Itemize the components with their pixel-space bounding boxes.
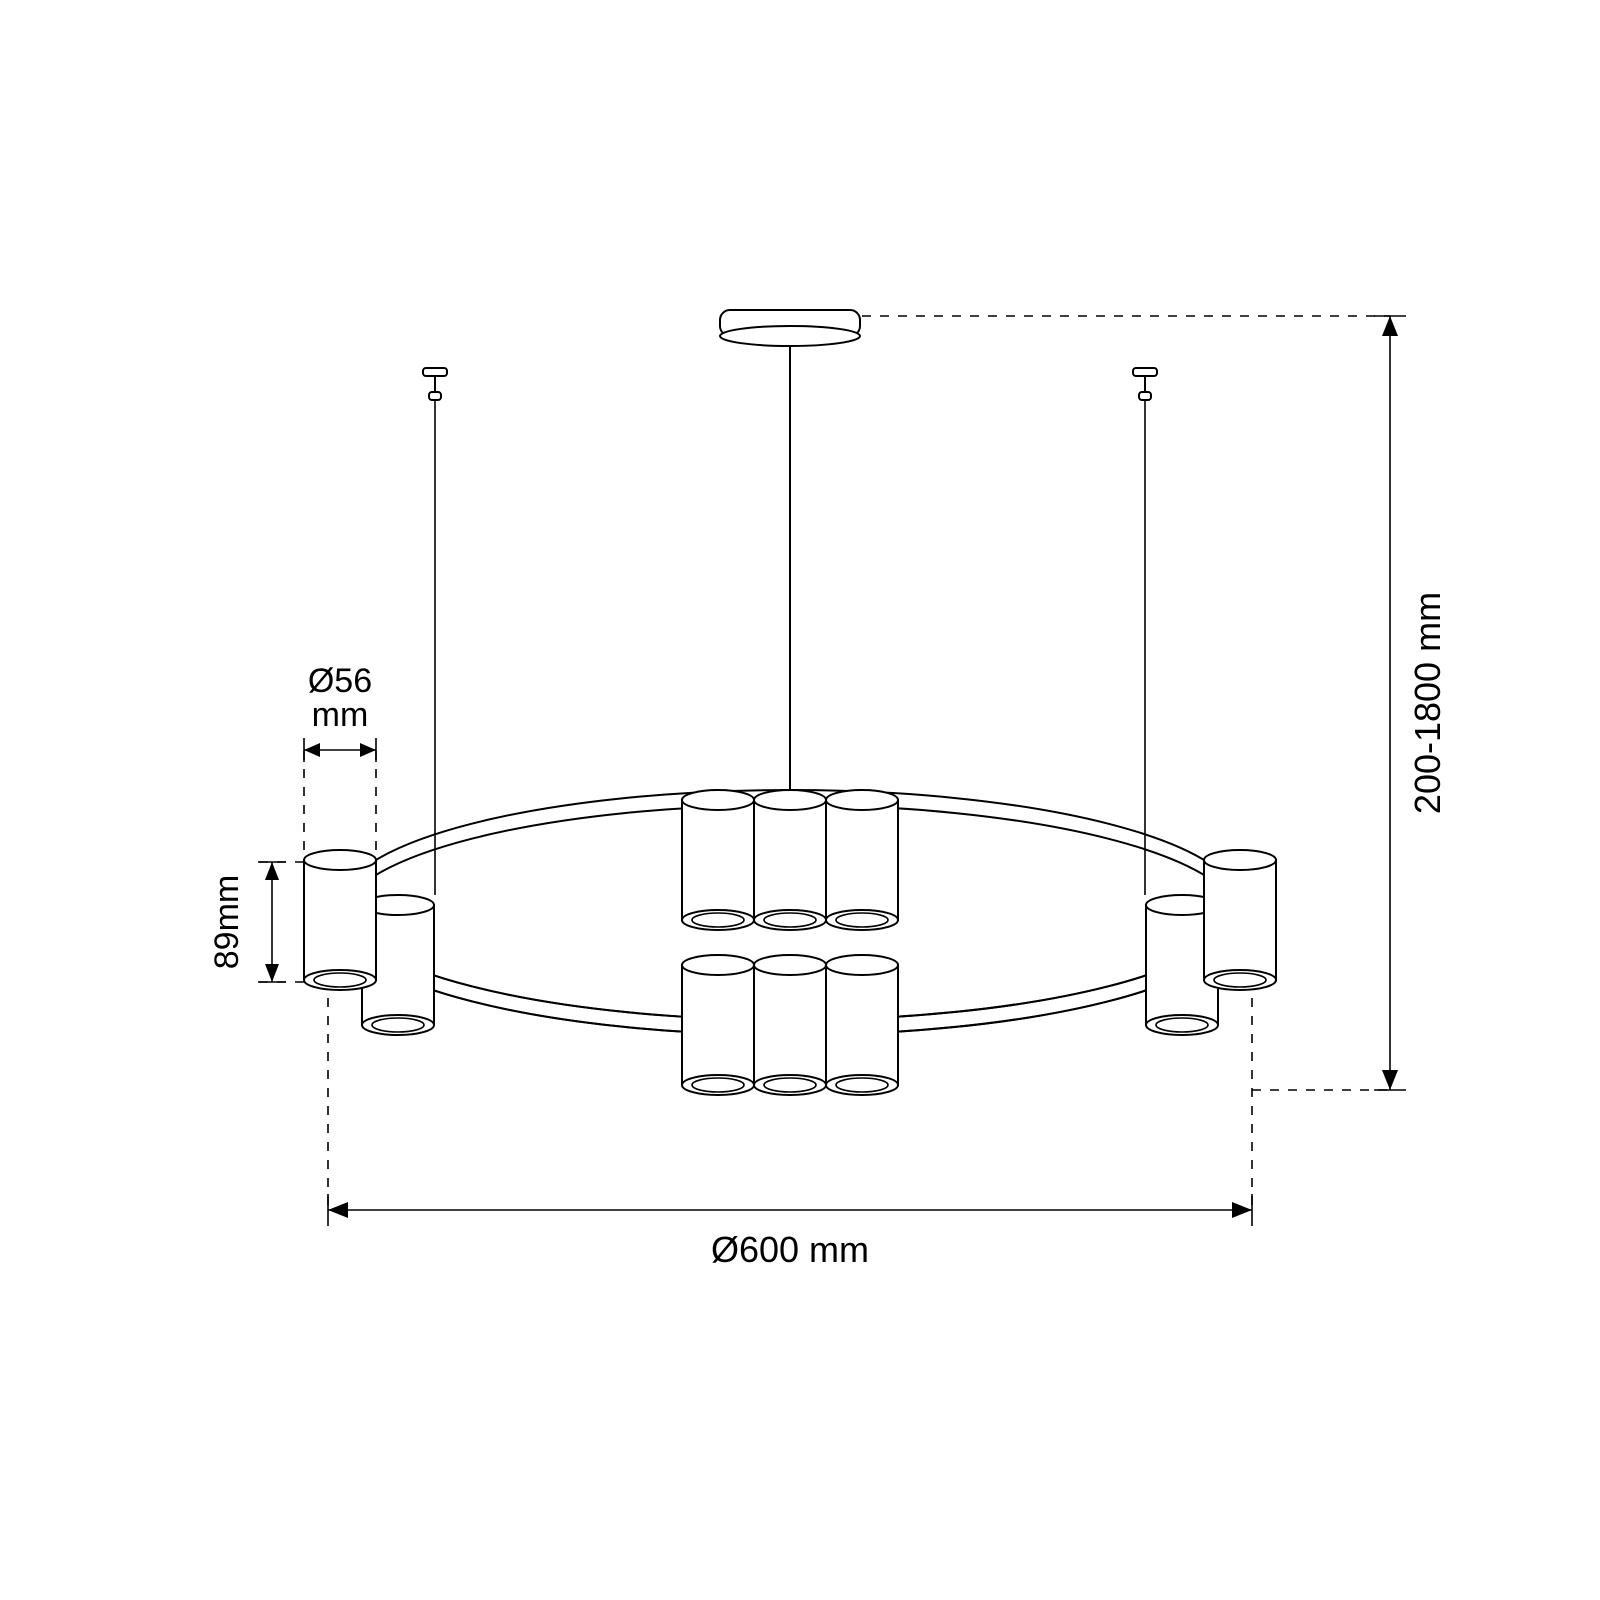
height-label: 200-1800 mm bbox=[1407, 592, 1448, 814]
cluster-right bbox=[1146, 850, 1276, 1035]
cluster-front bbox=[682, 955, 898, 1095]
dim-tube-height: 89mm bbox=[208, 862, 304, 982]
tube-dia-unit: mm bbox=[312, 696, 369, 734]
technical-drawing: 200-1800 mm bbox=[0, 0, 1600, 1600]
suspension-right bbox=[1133, 368, 1157, 895]
dim-tube-diameter: Ø56 mm bbox=[304, 662, 376, 850]
diameter-label: Ø600 mm bbox=[711, 1229, 869, 1270]
tube-dia-label: Ø56 bbox=[308, 662, 372, 700]
tube-height-label: 89mm bbox=[208, 875, 246, 969]
canopy bbox=[720, 310, 860, 346]
suspension-left bbox=[423, 368, 447, 895]
cluster-left bbox=[304, 850, 434, 1035]
cluster-back bbox=[682, 790, 898, 930]
